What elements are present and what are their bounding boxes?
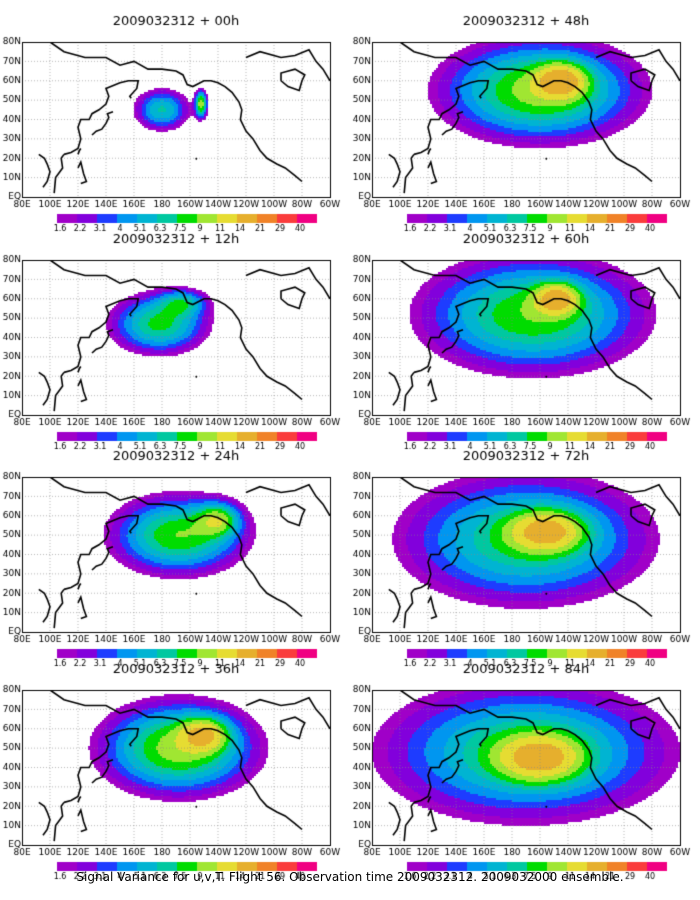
figure-caption: Signal Variance for u,v,T. Flight 56. Ob… <box>76 870 624 884</box>
